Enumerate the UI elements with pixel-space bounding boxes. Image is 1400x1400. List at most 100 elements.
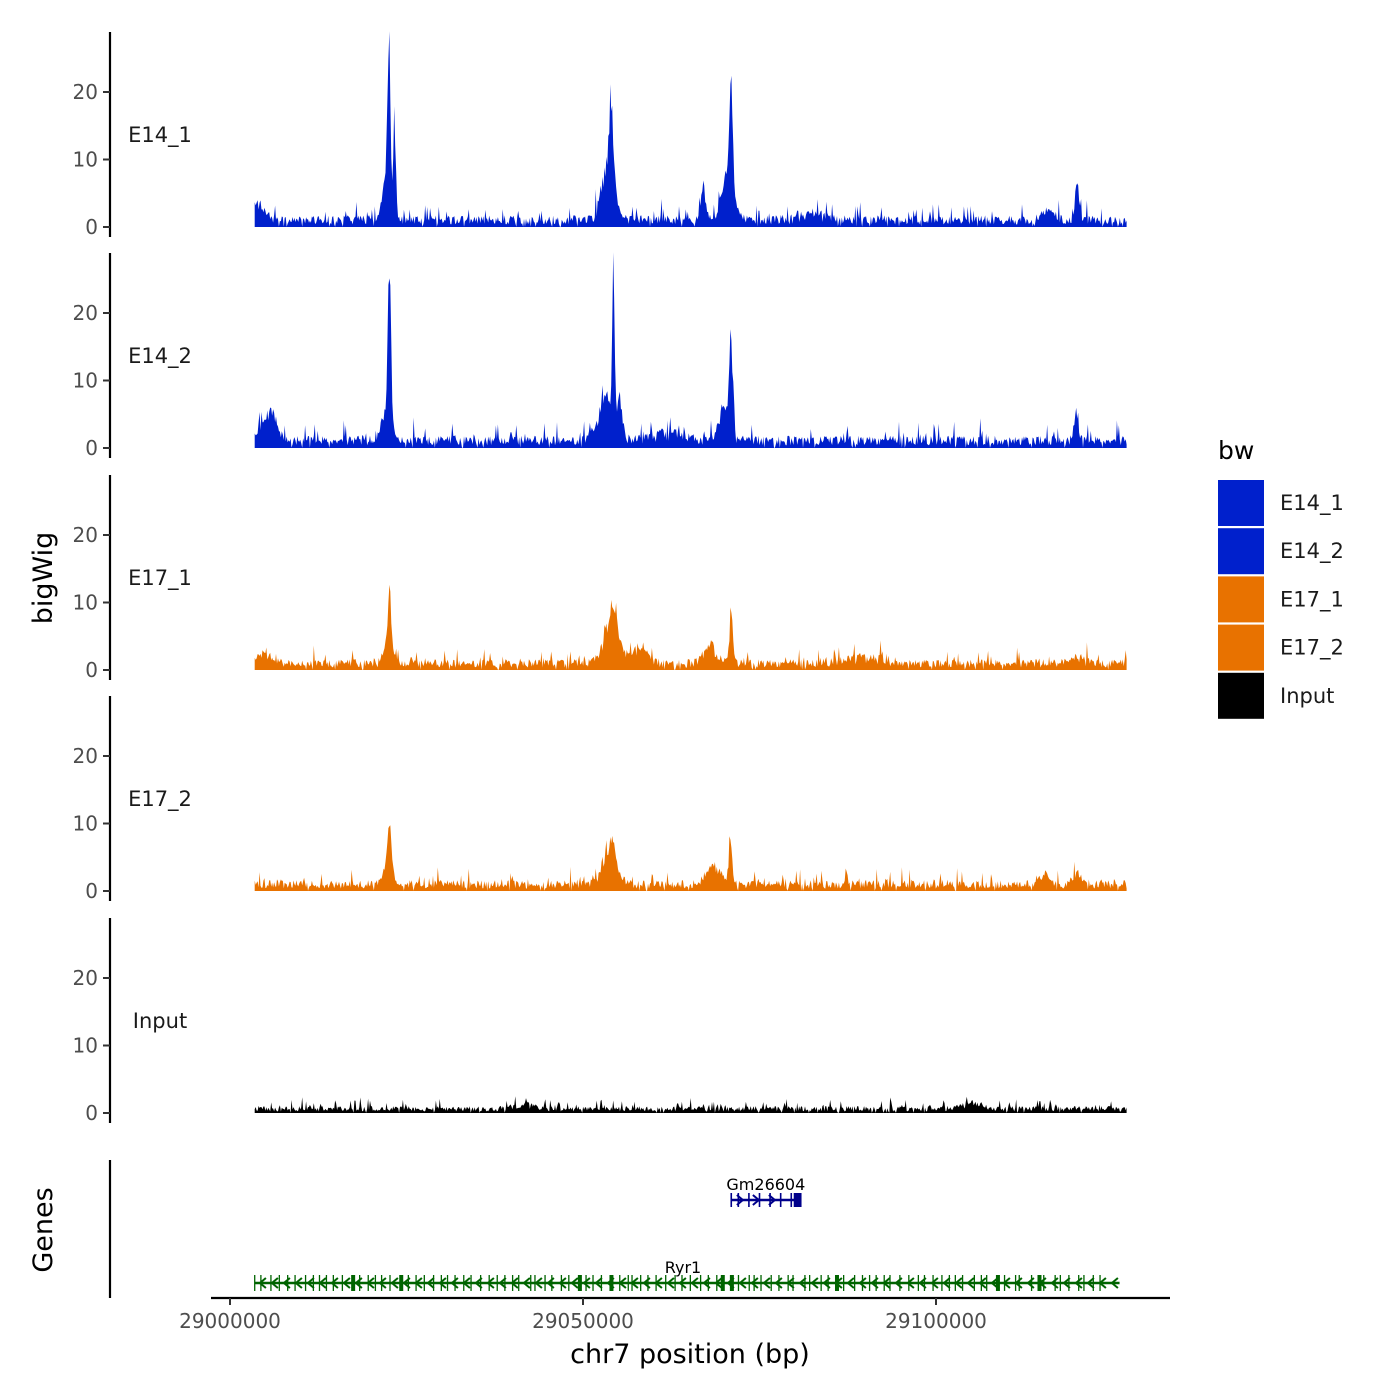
x-tick-label: 29000000 [179,1309,281,1333]
exon [407,1275,410,1291]
strand-chevron [666,1277,675,1289]
exon [1054,1275,1056,1291]
legend-entry-Input: Input [1218,672,1334,719]
strand-chevron [486,1277,495,1289]
y-tick-label: 0 [85,436,98,460]
exon [600,1275,603,1291]
exon [640,1275,642,1291]
gene-Ryr1: Ryr1 [254,1258,1120,1291]
strand-chevron [354,1277,363,1289]
signal-tracks: 0 10 20 E14_1 0 10 20 E14_2 0 10 20 E17_1 0 10 20 E17_2… [73,31,1127,1125]
gene-label: Gm26604 [726,1175,805,1194]
exon [627,1275,629,1291]
exon [518,1275,520,1291]
exon [592,1275,594,1291]
strand-chevron [450,1277,459,1289]
legend-entry-E17_1: E17_1 [1218,576,1344,623]
strand-chevron [798,1277,807,1289]
exon [804,1275,806,1291]
legend-label: Input [1280,684,1334,708]
exon [479,1275,482,1291]
strand-chevron [882,1277,891,1289]
strand-chevron [366,1277,375,1289]
strand-chevron [390,1277,399,1289]
genes-axis-title: Genes [28,1187,59,1272]
strand-chevron [498,1277,507,1289]
exon [889,1275,891,1291]
legend-label: E17_2 [1280,636,1344,661]
strand-chevron [736,1194,745,1206]
strand-chevron [738,1277,747,1289]
exon [577,1275,582,1291]
y-tick-label: 20 [73,966,98,990]
strand-chevron [546,1277,555,1289]
exon [720,1275,725,1291]
exon [753,1275,755,1291]
exon [748,1275,750,1291]
exon [948,1275,951,1291]
strand-chevron [606,1277,615,1289]
strand-chevron [678,1277,687,1289]
strand-chevron [978,1277,987,1289]
exon [760,1275,762,1291]
track-Input: 0 10 20 Input [73,918,1127,1125]
strand-chevron [438,1277,447,1289]
legend-entry-E14_1: E14_1 [1218,480,1344,526]
exon [432,1275,435,1291]
y-tick-label: 0 [85,879,98,903]
exon [681,1275,683,1291]
strand-chevron [1074,1277,1083,1289]
exon [861,1275,864,1291]
gene-label: Ryr1 [665,1258,701,1277]
exon [1078,1275,1080,1291]
strand-chevron [522,1277,531,1289]
exon [769,1193,771,1207]
exon [729,1275,734,1291]
strand-chevron [594,1277,603,1289]
exon [399,1275,404,1291]
exon [312,1275,315,1291]
strand-chevron [810,1277,819,1289]
legend-swatch [1218,528,1264,575]
exon [446,1275,449,1291]
y-tick-label: 0 [85,1101,98,1125]
exon [287,1275,289,1291]
strand-chevron [930,1277,939,1289]
strand-chevron [474,1277,483,1289]
strand-chevron [654,1277,663,1289]
legend-entry-E14_2: E14_2 [1218,528,1344,575]
exon [389,1275,391,1291]
exon [796,1193,802,1207]
strand-chevron [534,1277,543,1289]
strand-chevron [702,1277,711,1289]
y-tick-label: 20 [73,80,98,104]
strand-chevron [762,1277,771,1289]
exon [995,1275,1000,1291]
x-axis-title: chr7 position (bp) [570,1339,810,1370]
y-tick-label: 0 [85,215,98,239]
strand-chevron [462,1277,471,1289]
x-axis: 29000000 29050000 29100000 [179,1296,1170,1333]
exon [1083,1275,1085,1291]
track-E17_1: 0 10 20 E17_1 [73,475,1127,682]
track-label: E17_2 [128,787,192,812]
gene-Gm26604: Gm26604 [726,1175,805,1207]
legend-label: E17_1 [1280,587,1344,612]
strand-chevron [1098,1277,1107,1289]
gene-track: Gm26604 Ryr1 [108,1160,1120,1298]
y-tick-label: 0 [85,658,98,682]
exon [1092,1275,1094,1291]
y-tick-label: 10 [73,591,98,615]
strand-chevron [774,1277,783,1289]
legend-swatch [1218,576,1264,623]
strand-chevron [990,1277,999,1289]
exon [544,1275,546,1291]
track-label: E17_1 [128,566,192,591]
signal-area-E17_1 [254,584,1127,670]
strand-chevron [1026,1277,1035,1289]
exon [1030,1275,1033,1291]
exon [359,1275,361,1291]
strand-chevron [1086,1277,1095,1289]
strand-chevron [414,1277,423,1289]
